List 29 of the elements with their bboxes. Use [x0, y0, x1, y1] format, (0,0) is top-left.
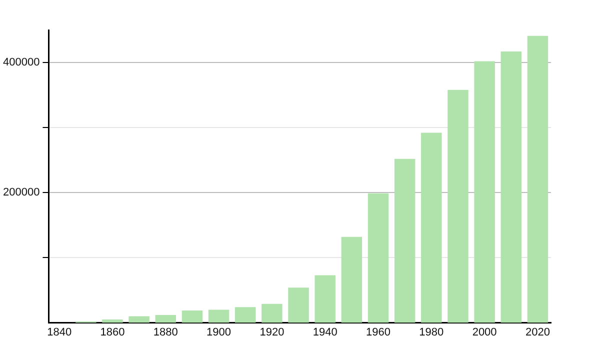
bar — [182, 310, 203, 323]
bar — [288, 288, 309, 323]
bar — [341, 236, 362, 323]
bar — [500, 51, 522, 323]
bar — [474, 61, 495, 323]
bar — [262, 304, 282, 323]
bar — [421, 132, 442, 323]
bar — [394, 158, 416, 323]
y-tick-label: 400000 — [2, 56, 40, 69]
bar — [102, 320, 123, 323]
x-tick-label: 2020 — [525, 326, 550, 338]
bar — [208, 310, 230, 323]
bar — [448, 90, 468, 323]
x-tick-label: 1940 — [312, 326, 338, 338]
x-tick-label: 1880 — [153, 326, 178, 338]
x-tick-label: 1920 — [260, 326, 284, 338]
x-tick-label: 1860 — [100, 326, 125, 338]
x-tick-label: 2000 — [472, 326, 497, 338]
bar — [314, 275, 336, 323]
y-tick-label: 200000 — [2, 186, 40, 199]
bar — [155, 314, 176, 323]
bar — [235, 307, 256, 323]
x-tick-label: 1840 — [47, 326, 72, 338]
x-tick-label: 1900 — [206, 326, 232, 338]
bar — [128, 316, 150, 323]
bar — [368, 193, 389, 323]
bar — [527, 36, 548, 323]
x-tick-label: 1980 — [419, 326, 444, 338]
x-tick-label: 1960 — [366, 326, 390, 338]
